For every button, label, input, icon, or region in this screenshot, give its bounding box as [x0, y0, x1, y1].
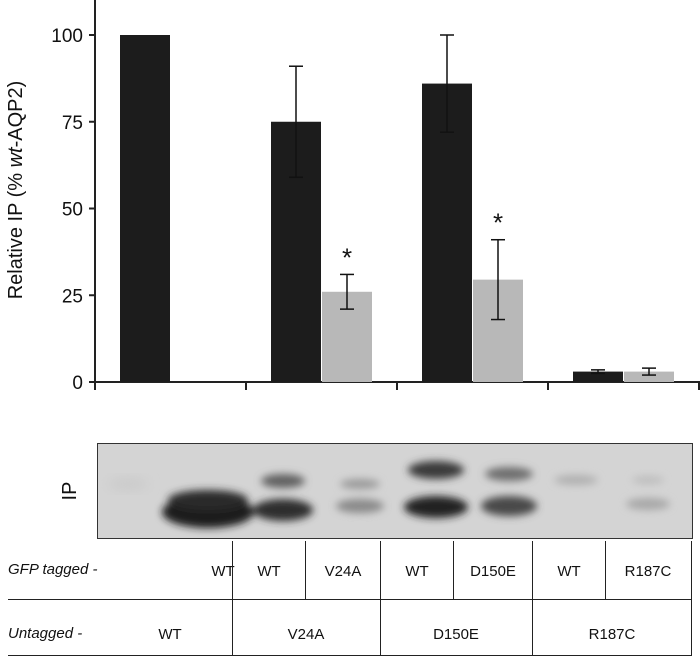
y-axis-label: Relative IP (% wt-AQP2): [5, 81, 27, 300]
bar: [120, 35, 170, 382]
x-axis: [94, 381, 700, 390]
error-bars: [289, 34, 656, 376]
blot-bands: [98, 444, 692, 538]
gfp-cell: D150E: [470, 563, 516, 580]
gfp-cell: WT: [557, 563, 581, 580]
gfp-tagged-label: GFP tagged -: [8, 561, 98, 578]
table-vline: [232, 541, 233, 656]
bars: [120, 35, 674, 382]
table-vline: [532, 541, 533, 656]
annotations: **: [342, 208, 503, 273]
untagged-cell: D150E: [433, 626, 479, 643]
y-axis: 0 25 50 75 100: [51, 0, 96, 394]
untagged-cell: V24A: [287, 626, 325, 643]
bar: [573, 371, 623, 382]
untagged-label: Untagged -: [8, 625, 83, 642]
y-tick-label: 75: [62, 113, 83, 134]
table-bottom-border: [8, 655, 692, 656]
gfp-cell: WT: [405, 563, 429, 580]
significance-star: *: [342, 242, 352, 272]
gfp-cell: V24A: [324, 563, 362, 580]
y-tick-label: 0: [72, 373, 83, 394]
y-tick-label: 25: [62, 286, 83, 307]
table-vline: [605, 541, 606, 600]
table-vline: [453, 541, 454, 600]
table-divider: [8, 599, 692, 600]
table-vline: [691, 541, 692, 656]
western-blot-image: [97, 443, 693, 539]
blot-label: IP: [59, 481, 81, 501]
gfp-cell: WT: [211, 563, 235, 580]
table-vline: [380, 541, 381, 656]
bar: [624, 371, 674, 382]
untagged-cell: R187C: [588, 626, 636, 643]
gfp-cell: WT: [257, 563, 281, 580]
table-vline: [305, 541, 306, 600]
y-tick-label: 50: [62, 200, 83, 221]
significance-star: *: [493, 208, 503, 238]
untagged-cell: WT: [158, 626, 182, 643]
bar: [422, 83, 472, 382]
y-tick-label: 100: [51, 26, 83, 47]
gfp-cell: R187C: [624, 563, 672, 580]
